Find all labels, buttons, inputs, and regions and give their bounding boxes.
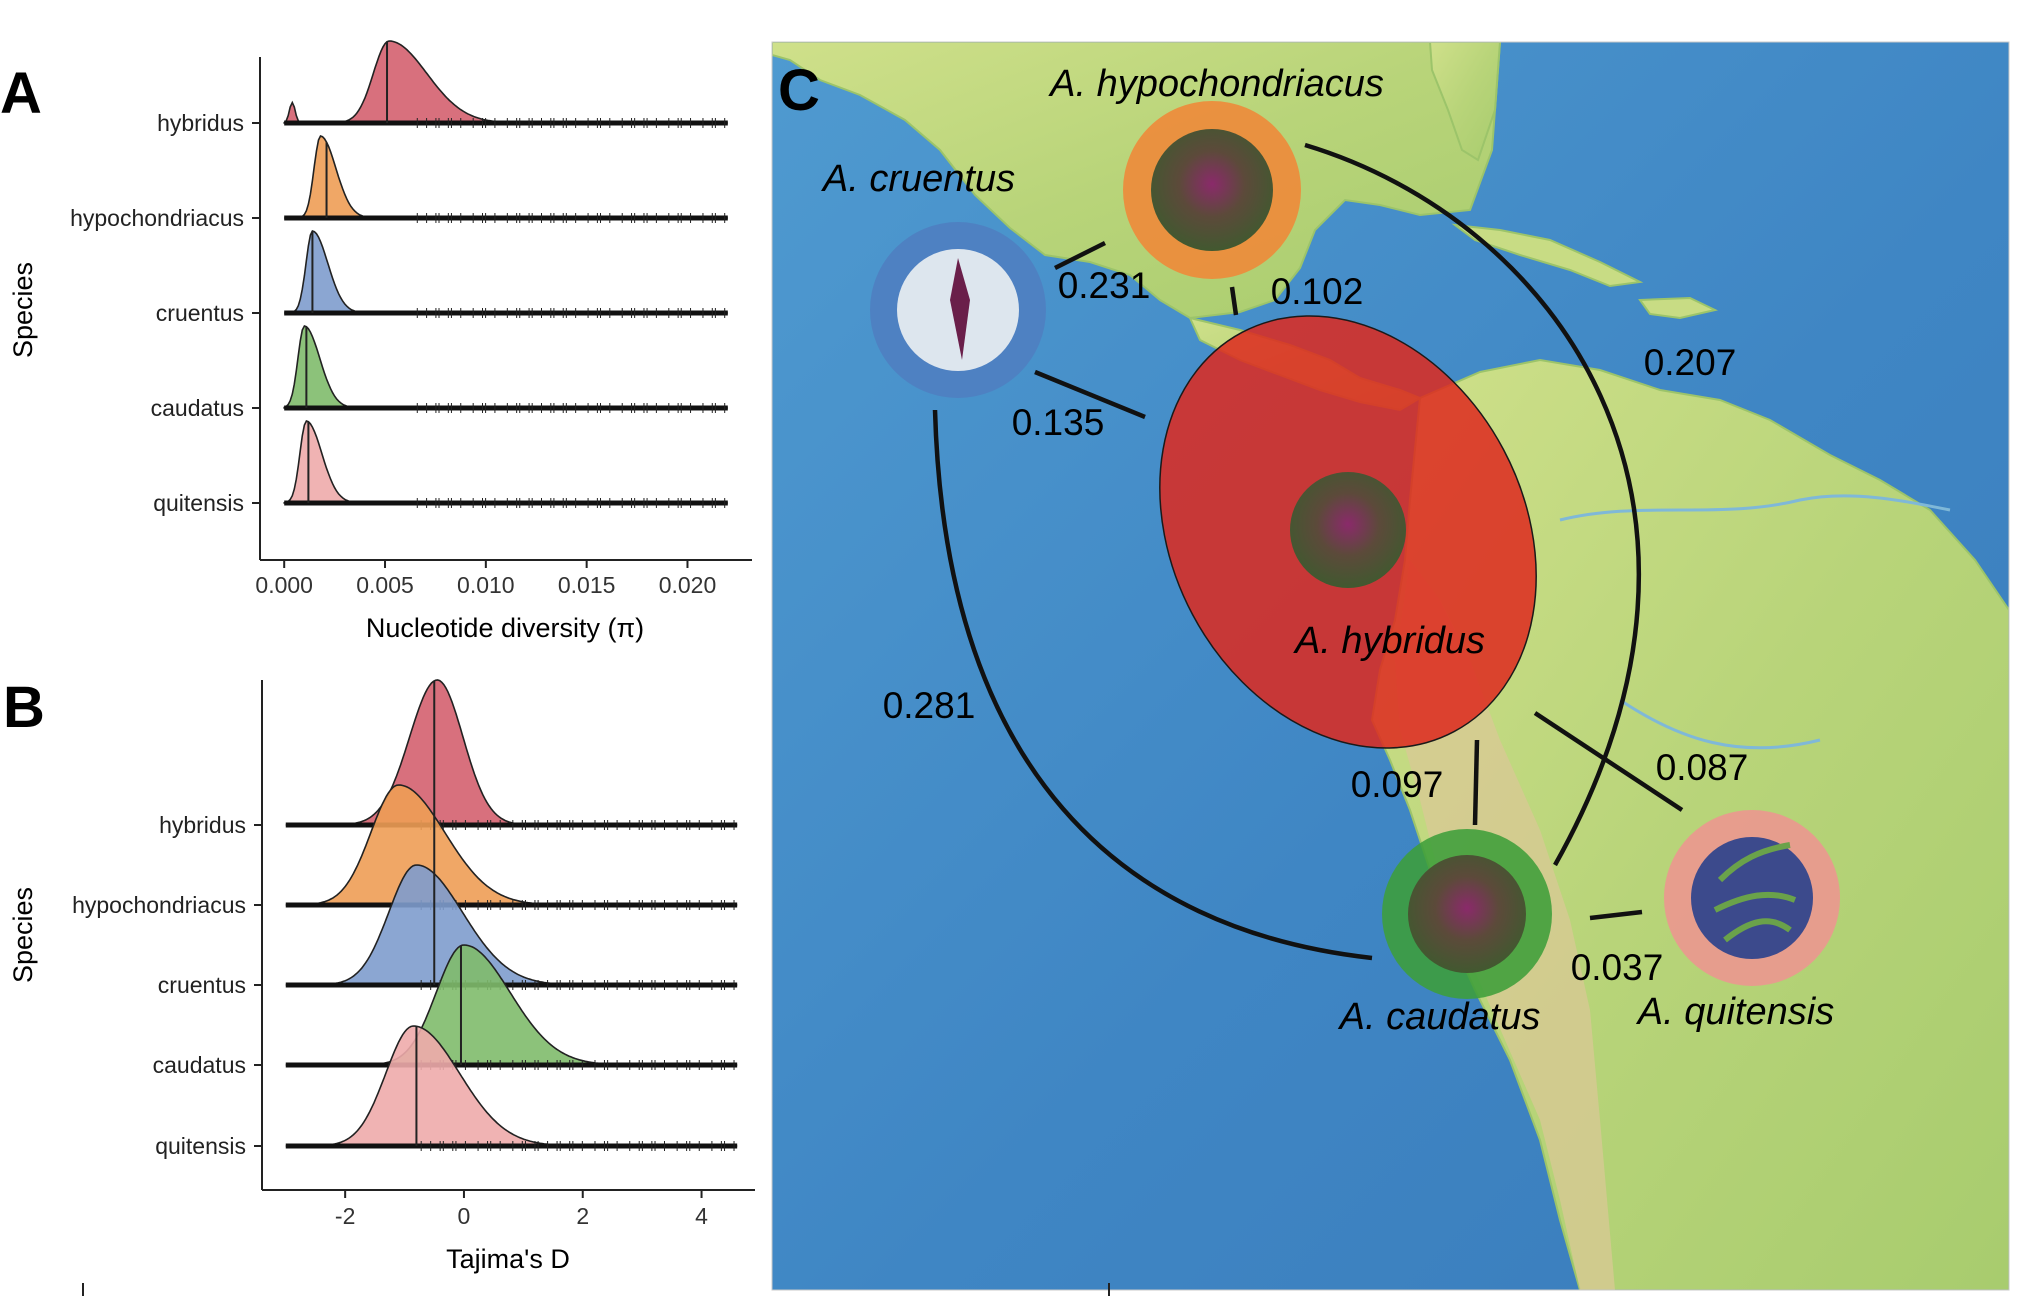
- species-node-quitensis: [1664, 810, 1840, 986]
- connection-value-hybridus-quitensis: 0.087: [1656, 747, 1749, 788]
- connection-line-cruentus-hybridus: [1034, 369, 1146, 420]
- panel-a-ridgeline: A hybridus hypochondriacus cruentus caudatu…: [0, 40, 752, 643]
- species-tick-label-cruentus: cruentus: [158, 972, 246, 998]
- flower-photo: [1151, 129, 1273, 251]
- species-node-hypochondriacus: [1123, 101, 1301, 279]
- x-axis-tick-label: 0.010: [457, 572, 515, 598]
- species-tick-label-hypochondriacus: hypochondriacus: [72, 892, 246, 918]
- connection-value-hypochondriacus-hybridus: 0.102: [1271, 271, 1364, 312]
- panel-b-y-axis-label: Species: [8, 887, 38, 983]
- ridge-quitensis: quitensis: [153, 420, 728, 516]
- density-area-caudatus: [283, 325, 728, 409]
- density-area-caudatus: [285, 944, 738, 1066]
- ridge-hybridus: hybridus: [157, 40, 728, 136]
- x-axis-tick-label: 0: [458, 1203, 471, 1229]
- panel-b-ridgeline: B hybridus hypochondriacus cruentus caudatu…: [3, 675, 755, 1274]
- panel-a-x-axis-label: Nucleotide diversity (π): [366, 613, 644, 643]
- density-area-cruentus: [284, 230, 728, 314]
- density-area-hybridus: [285, 679, 738, 826]
- river: [1619, 698, 1821, 750]
- density-area-hypochondriacus: [284, 135, 728, 219]
- flower-photo: [1290, 472, 1406, 588]
- connection-value-hybridus-caudatus: 0.097: [1351, 764, 1444, 805]
- ridge-hypochondriacus: hypochondriacus: [72, 784, 738, 918]
- species-tick-label-hypochondriacus: hypochondriacus: [70, 205, 244, 231]
- ridge-caudatus: caudatus: [151, 325, 728, 421]
- species-label-quitensis: A. quitensis: [1636, 991, 1834, 1033]
- ridge-hybridus: hybridus: [159, 679, 738, 838]
- connection-value-hypochondriacus-caudatus: 0.207: [1644, 342, 1737, 383]
- species-label-cruentus: A. cruentus: [821, 158, 1015, 200]
- panel-b-letter: B: [3, 675, 45, 740]
- panel-c-letter: C: [778, 58, 820, 123]
- species-node-caudatus: [1382, 829, 1552, 999]
- density-area-hypochondriacus: [285, 784, 738, 906]
- connection-value-cruentus-caudatus: 0.281: [883, 685, 976, 726]
- species-tick-label-cruentus: cruentus: [156, 300, 244, 326]
- panel-c-map: A. hypochondriacus A. cruentus A. hybrid…: [771, 41, 2010, 1291]
- species-node-cruentus: [870, 222, 1046, 398]
- land-hispaniola: [1638, 296, 1719, 320]
- flower-photo: [1408, 855, 1526, 973]
- species-tick-label-quitensis: quitensis: [153, 490, 244, 516]
- ridge-hypochondriacus: hypochondriacus: [70, 135, 728, 231]
- x-axis-tick-label: -2: [335, 1203, 355, 1229]
- species-tick-label-quitensis: quitensis: [155, 1133, 246, 1159]
- river: [1559, 494, 1951, 522]
- x-axis-tick-label: 0.015: [558, 572, 616, 598]
- map-frame: [771, 41, 2010, 1291]
- ridge-cruentus: cruentus: [156, 230, 728, 326]
- connection-line-cruentus-caudatus: [932, 409, 1373, 961]
- panel-b-x-axis-label: Tajima's D: [446, 1244, 570, 1274]
- connection-value-cruentus-hypochondriacus: 0.231: [1058, 265, 1151, 306]
- ridge-caudatus: caudatus: [153, 944, 738, 1078]
- connection-value-caudatus-quitensis: 0.037: [1571, 947, 1664, 988]
- x-axis-tick-label: 0.005: [356, 572, 414, 598]
- x-axis-tick-label: 0.000: [255, 572, 313, 598]
- connection-value-cruentus-hybridus: 0.135: [1012, 402, 1105, 443]
- flower-photo-detail: [1713, 842, 1797, 943]
- x-axis-tick-label: 0.020: [659, 572, 717, 598]
- density-area-quitensis: [283, 420, 728, 504]
- panel-a-letter: A: [0, 61, 42, 126]
- connection-line-cruentus-hypochondriacus: [1053, 240, 1107, 271]
- density-area-hybridus: [283, 40, 728, 124]
- species-label-caudatus: A. caudatus: [1338, 996, 1541, 1038]
- connection-line-hybridus-quitensis: [1533, 711, 1684, 812]
- species-tick-label-hybridus: hybridus: [159, 812, 246, 838]
- connection-line-hybridus-caudatus: [1472, 739, 1480, 826]
- x-axis-tick-label: 4: [695, 1203, 708, 1229]
- species-label-hybridus: A. hybridus: [1293, 620, 1485, 662]
- species-tick-label-caudatus: caudatus: [151, 395, 244, 421]
- connection-line-caudatus-quitensis: [1589, 909, 1643, 921]
- ridge-quitensis: quitensis: [155, 1025, 738, 1159]
- species-node-hybridus: [1159, 315, 1537, 749]
- ridge-cruentus: cruentus: [158, 864, 738, 998]
- land-florida: [1428, 42, 1502, 162]
- species-label-hypochondriacus: A. hypochondriacus: [1048, 63, 1384, 105]
- species-tick-label-caudatus: caudatus: [153, 1052, 246, 1078]
- panel-a-y-axis-label: Species: [8, 262, 38, 358]
- connection-line-hypochondriacus-hybridus: [1229, 286, 1239, 316]
- species-tick-label-hybridus: hybridus: [157, 110, 244, 136]
- flower-photo-detail: [950, 258, 970, 360]
- x-axis-tick-label: 2: [576, 1203, 589, 1229]
- land-cuba: [1451, 223, 1644, 288]
- connection-line-hypochondriacus-caudatus: [1304, 142, 1641, 867]
